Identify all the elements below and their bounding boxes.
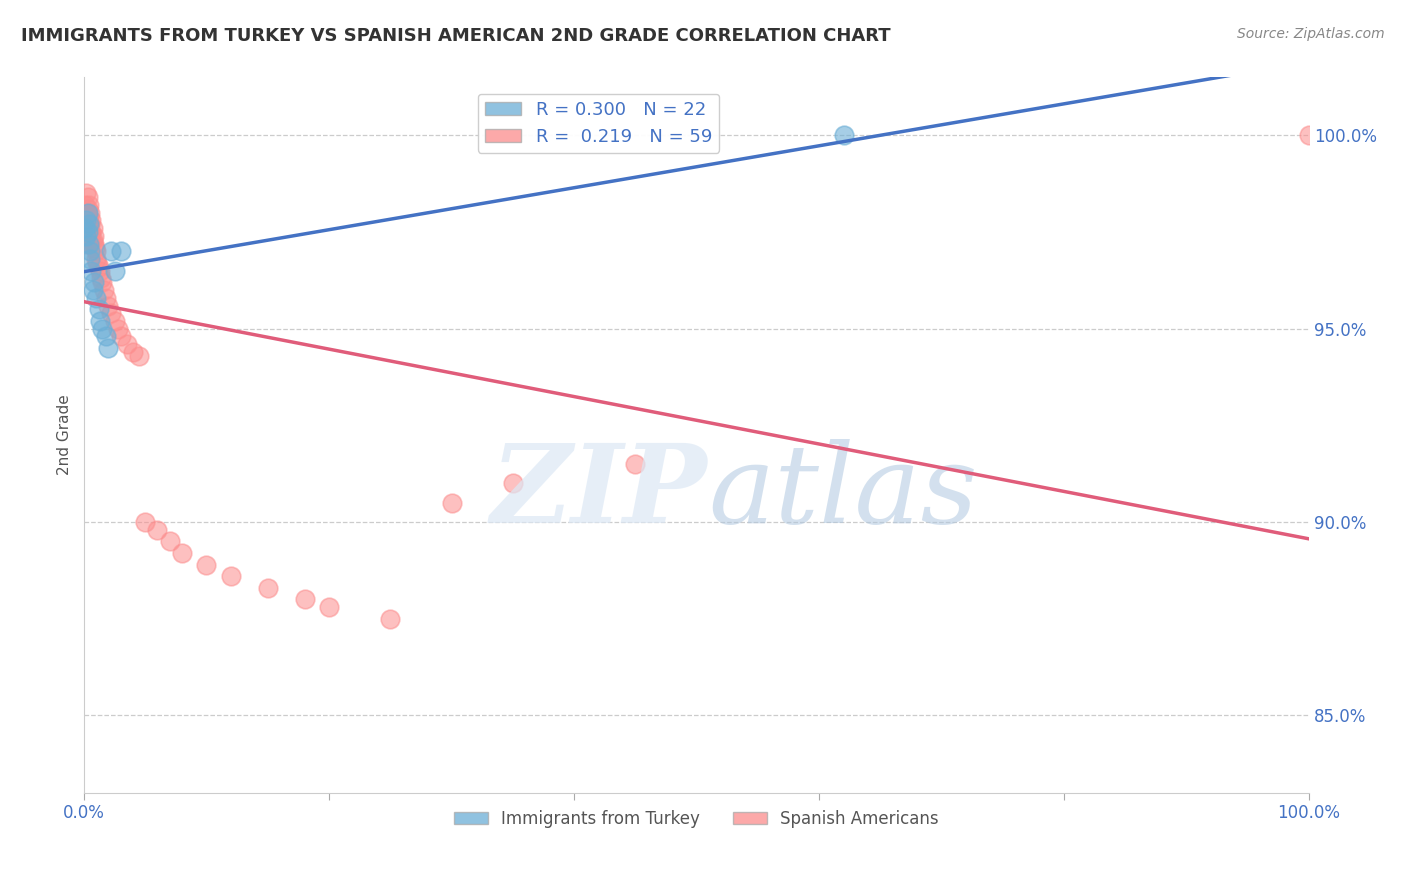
Point: [86, 256, 108, 270]
Point: [97, 341, 120, 355]
Point: [82, 283, 104, 297]
Point: [134, 515, 156, 529]
Point: [83, 276, 105, 290]
Point: [75, 221, 97, 235]
Point: [159, 534, 181, 549]
Point: [79, 206, 101, 220]
Point: [94, 329, 117, 343]
Point: [100, 306, 122, 320]
Point: [122, 345, 145, 359]
Point: [380, 612, 402, 626]
Point: [110, 329, 132, 343]
Point: [84, 244, 107, 259]
Point: [89, 264, 111, 278]
Point: [128, 349, 150, 363]
Point: [77, 236, 100, 251]
Point: [318, 600, 340, 615]
Point: [502, 476, 524, 491]
Point: [82, 221, 104, 235]
Point: [79, 225, 101, 239]
Point: [76, 225, 98, 239]
Point: [1298, 128, 1320, 143]
Point: [77, 210, 100, 224]
Point: [115, 337, 138, 351]
Point: [832, 128, 855, 143]
Point: [80, 264, 103, 278]
Point: [77, 229, 100, 244]
Point: [87, 260, 110, 274]
Point: [93, 283, 115, 297]
Point: [79, 244, 101, 259]
Point: [104, 264, 127, 278]
Point: [76, 206, 98, 220]
Point: [91, 322, 114, 336]
Point: [94, 291, 117, 305]
Point: [83, 236, 105, 251]
Point: [170, 546, 193, 560]
Point: [89, 314, 111, 328]
Point: [91, 276, 114, 290]
Legend: Immigrants from Turkey, Spanish Americans: Immigrants from Turkey, Spanish American…: [447, 803, 945, 834]
Point: [80, 233, 103, 247]
Point: [146, 523, 169, 537]
Point: [84, 291, 107, 305]
Point: [75, 213, 97, 227]
Point: [83, 229, 105, 244]
Point: [110, 244, 132, 259]
Point: [87, 302, 110, 317]
Y-axis label: 2nd Grade: 2nd Grade: [58, 394, 72, 475]
Point: [75, 206, 97, 220]
Point: [75, 236, 97, 251]
Point: [219, 569, 242, 583]
Point: [97, 299, 120, 313]
Point: [75, 213, 97, 227]
Point: [75, 186, 97, 201]
Point: [80, 213, 103, 227]
Point: [76, 190, 98, 204]
Point: [624, 457, 647, 471]
Point: [84, 252, 107, 267]
Point: [76, 202, 98, 216]
Point: [75, 229, 97, 244]
Point: [84, 241, 107, 255]
Point: [294, 592, 316, 607]
Text: Source: ZipAtlas.com: Source: ZipAtlas.com: [1237, 27, 1385, 41]
Point: [256, 581, 278, 595]
Point: [82, 233, 104, 247]
Point: [76, 213, 98, 227]
Point: [79, 252, 101, 267]
Point: [79, 236, 101, 251]
Point: [100, 244, 122, 259]
Point: [440, 496, 463, 510]
Text: ZIP: ZIP: [491, 439, 707, 546]
Point: [79, 218, 101, 232]
Point: [75, 218, 97, 232]
Point: [75, 198, 97, 212]
Point: [77, 218, 100, 232]
Text: IMMIGRANTS FROM TURKEY VS SPANISH AMERICAN 2ND GRADE CORRELATION CHART: IMMIGRANTS FROM TURKEY VS SPANISH AMERIC…: [21, 27, 891, 45]
Point: [104, 314, 127, 328]
Point: [107, 322, 129, 336]
Point: [195, 558, 218, 572]
Text: atlas: atlas: [709, 439, 979, 546]
Point: [80, 225, 103, 239]
Point: [90, 271, 112, 285]
Point: [77, 218, 100, 232]
Point: [76, 225, 98, 239]
Point: [75, 229, 97, 244]
Point: [75, 225, 97, 239]
Point: [77, 198, 100, 212]
